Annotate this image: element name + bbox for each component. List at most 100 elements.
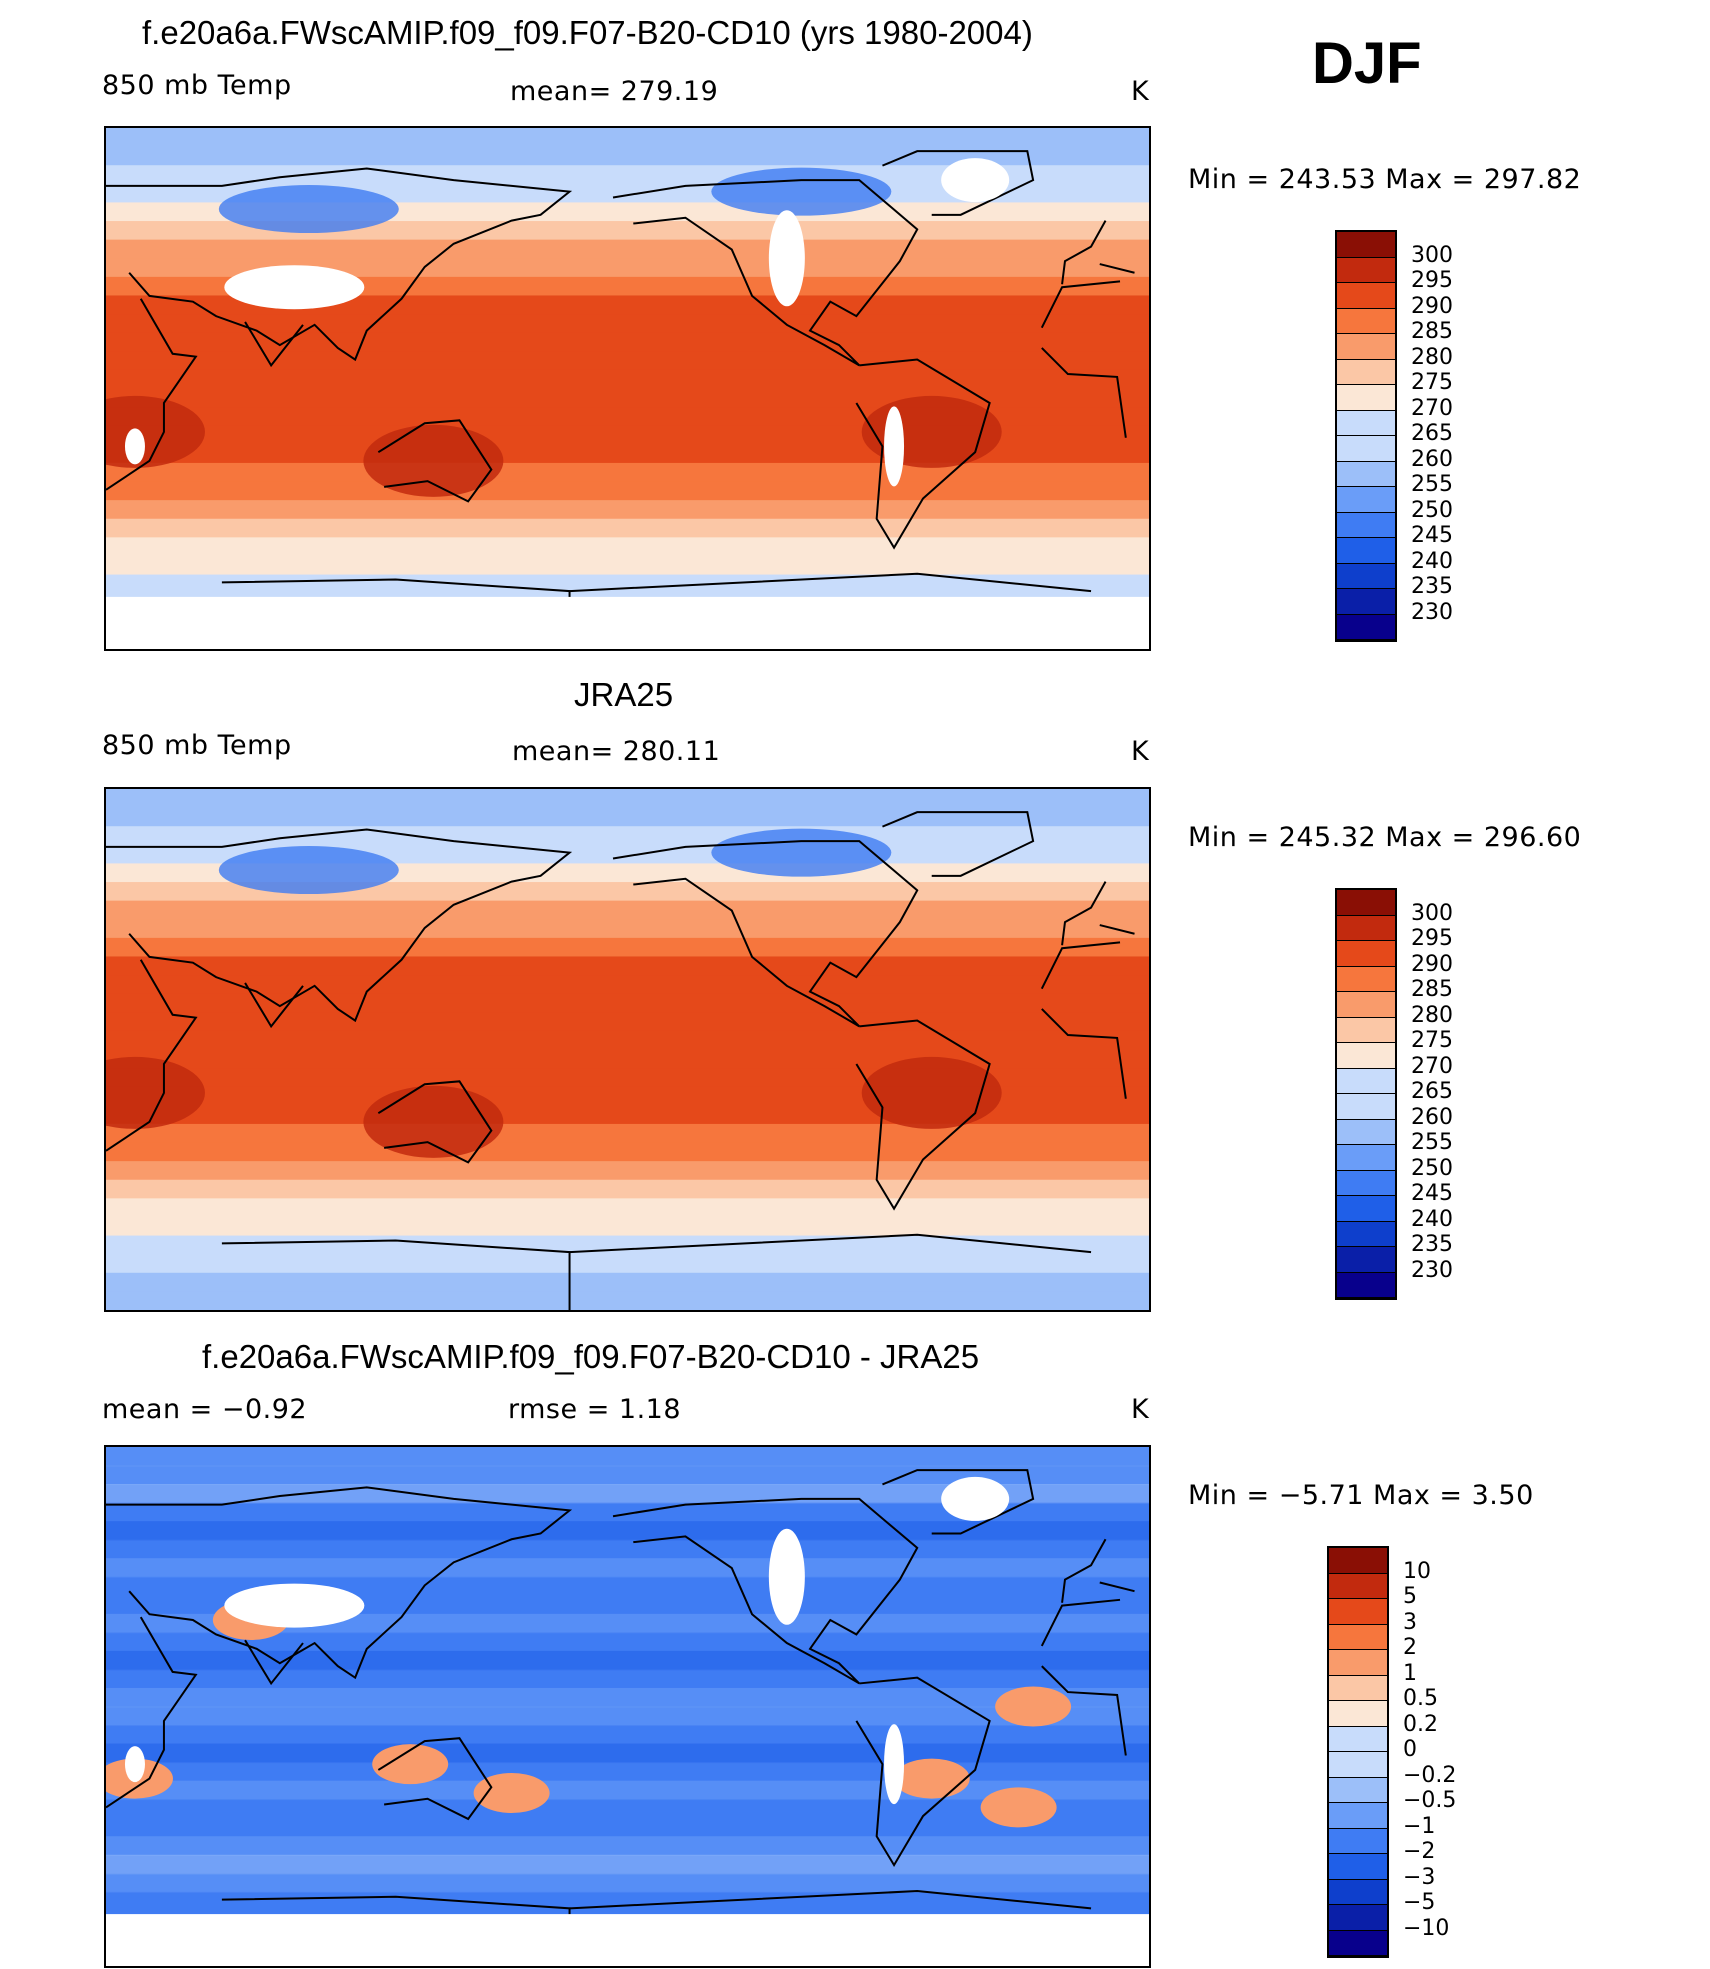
panel3-rmse-label: rmse = 1.18 — [508, 1394, 682, 1425]
temperature-band — [106, 128, 1149, 148]
missing-data-region — [941, 158, 1010, 203]
difference-band — [106, 1891, 1149, 1912]
missing-data-region — [124, 428, 145, 465]
coastline-greenland — [882, 150, 1035, 216]
panel3-units: K — [1131, 1394, 1150, 1425]
colorbar-segment — [1337, 1119, 1395, 1145]
map-svg — [106, 128, 1149, 649]
positive-anomaly-blob — [995, 1686, 1072, 1727]
colorbar-tick-label: −0.2 — [1403, 1762, 1457, 1788]
colorbar-tick-label: 275 — [1411, 370, 1453, 395]
temperature-band — [106, 1235, 1149, 1256]
difference-band — [106, 1817, 1149, 1838]
temperature-band — [106, 1161, 1149, 1181]
temperature-band — [106, 789, 1149, 809]
colorbar-segment — [1337, 890, 1395, 916]
temperature-band — [106, 900, 1149, 921]
colorbar-segment — [1329, 1803, 1387, 1829]
coastline-europe_asia — [106, 167, 573, 362]
coastline-africa — [1041, 1008, 1127, 1099]
temperature-band — [106, 1272, 1149, 1293]
temperature-band — [106, 807, 1149, 828]
colorbar-segment — [1337, 1247, 1395, 1273]
coastline-samerica — [855, 1019, 991, 1211]
panel3-min-max: Min = −5.71 Max = 3.50 — [1188, 1480, 1534, 1511]
coastline-europe_asia — [1099, 263, 1135, 274]
positive-anomaly-blob — [893, 1758, 970, 1799]
panel2-colorbar — [1335, 888, 1397, 1300]
cold-core-blob — [711, 167, 892, 216]
cold-core-blob — [218, 846, 399, 895]
temperature-band — [106, 276, 1149, 297]
coastline-europe_asia — [106, 828, 573, 1023]
missing-data-region — [884, 406, 905, 487]
coastline-antarctica — [569, 1890, 1092, 1910]
panel1-title: f.e20a6a.FWscAMIP.f09_f09.F07-B20-CD10 (… — [142, 14, 1033, 51]
coastline-africa — [1041, 347, 1127, 438]
warm-core-blob — [363, 1085, 504, 1158]
temperature-band — [106, 369, 1149, 390]
colorbar-tick-label: 260 — [1411, 1104, 1453, 1130]
panel2-min-max: Min = 245.32 Max = 296.60 — [1188, 822, 1582, 853]
temperature-band — [106, 1123, 1149, 1144]
colorbar-tick-label: −3 — [1403, 1864, 1436, 1890]
colorbar-segment — [1337, 1221, 1395, 1247]
coastline-africa — [1041, 1665, 1127, 1756]
colorbar-tick-label: 245 — [1411, 1181, 1453, 1206]
colorbar-segment — [1329, 1726, 1387, 1752]
colorbar-segment — [1337, 563, 1395, 589]
colorbar-segment — [1337, 308, 1395, 334]
colorbar-segment — [1329, 1879, 1387, 1905]
coastline-africa — [1040, 941, 1121, 990]
colorbar-tick-label: 275 — [1411, 1028, 1453, 1053]
colorbar-segment — [1337, 232, 1395, 258]
missing-data-region — [768, 210, 805, 307]
colorbar-tick-label: 1 — [1403, 1660, 1417, 1686]
colorbar-tick-label: 250 — [1411, 1155, 1453, 1181]
colorbar-segment — [1329, 1854, 1387, 1880]
missing-data-region — [124, 1746, 145, 1783]
colorbar-segment — [1329, 1624, 1387, 1650]
coastline-australia — [377, 1080, 493, 1164]
colorbar-tick-label: 290 — [1411, 951, 1453, 977]
difference-band — [106, 1465, 1149, 1486]
colorbar-segment — [1329, 1548, 1387, 1574]
temperature-band — [106, 500, 1149, 520]
colorbar-segment — [1337, 915, 1395, 941]
coastline-samerica — [855, 358, 991, 550]
colorbar-tick-label: 280 — [1411, 1002, 1453, 1028]
difference-band — [106, 1799, 1149, 1819]
colorbar-segment — [1337, 1170, 1395, 1196]
colorbar-tick-label: 235 — [1411, 1232, 1453, 1257]
panel1-map — [104, 126, 1151, 651]
colorbar-segment — [1337, 589, 1395, 615]
temperature-band — [106, 1179, 1149, 1200]
panel2-title: JRA25 — [574, 676, 674, 713]
colorbar-segment — [1329, 1905, 1387, 1931]
coastline-australia — [377, 419, 493, 503]
colorbar-tick-label: 250 — [1411, 497, 1453, 523]
colorbar-segment — [1337, 1068, 1395, 1094]
panel1-min-max: Min = 243.53 Max = 297.82 — [1188, 164, 1582, 195]
coastline-africa — [106, 298, 198, 491]
colorbar-segment — [1337, 966, 1395, 992]
temperature-band — [106, 555, 1149, 576]
colorbar-tick-label: 270 — [1411, 395, 1453, 421]
temperature-band — [106, 146, 1149, 167]
coastline-antarctica — [569, 1233, 1092, 1254]
colorbar-tick-label: −2 — [1403, 1839, 1436, 1864]
colorbar-segment — [1337, 512, 1395, 538]
cold-core-blob — [218, 185, 399, 234]
temperature-band — [106, 826, 1149, 846]
panel2-mean-label: mean= 280.11 — [512, 736, 721, 767]
coastline-europe_asia — [1099, 924, 1135, 935]
colorbar-tick-label: 260 — [1411, 446, 1453, 472]
difference-band — [106, 1632, 1149, 1652]
difference-band — [106, 1576, 1149, 1597]
difference-band — [106, 1595, 1149, 1615]
temperature-band — [106, 537, 1149, 557]
difference-band — [106, 1447, 1149, 1467]
colorbar-segment — [1337, 1094, 1395, 1120]
coastline-australia — [377, 1737, 493, 1821]
missing-data-antarctica — [106, 596, 1149, 649]
